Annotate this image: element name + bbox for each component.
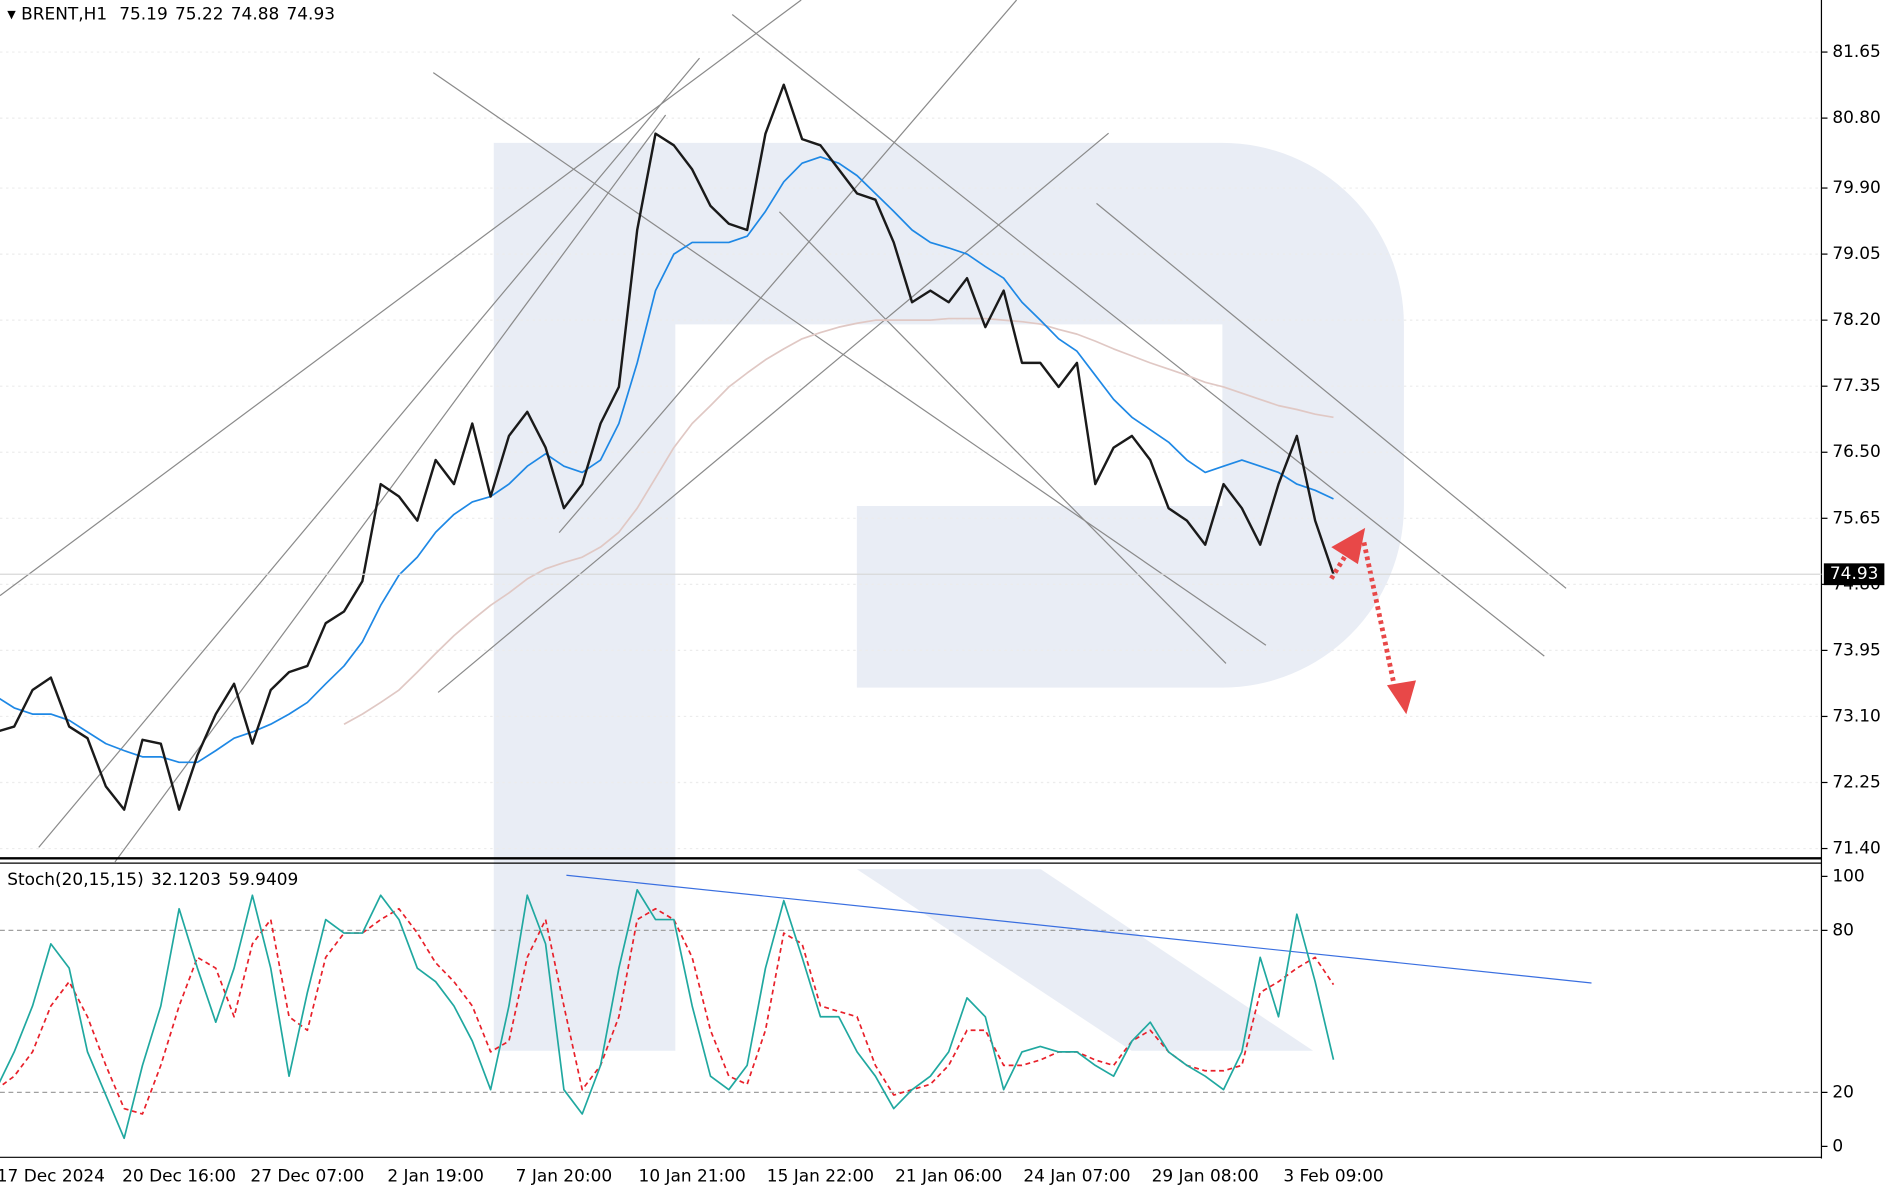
y-tick-label: 80.80: [1832, 107, 1880, 127]
plot: [0, 83, 1335, 1140]
series-line: [343, 317, 1334, 725]
x-tick-label: 7 Jan 20:00: [516, 1166, 612, 1186]
x-tick-label: 17 Dec 2024: [0, 1166, 105, 1186]
ohlc-close: 74.93: [287, 4, 335, 24]
series-line: [0, 156, 1334, 764]
ohlc-open: 75.19: [119, 4, 167, 24]
x-tick-label: 10 Jan 21:00: [639, 1166, 746, 1186]
x-tick-label: 15 Jan 22:00: [767, 1166, 874, 1186]
symbol: BRENT,H1: [21, 4, 107, 24]
last-price-box: [1823, 563, 1885, 586]
y-tick-label: 73.95: [1832, 639, 1880, 659]
series-line: [0, 83, 1335, 811]
y-tick-label: 73.10: [1832, 705, 1880, 725]
ohlc-low: 74.88: [231, 4, 279, 24]
header-arrow: ▾: [7, 4, 21, 24]
axes: [0, 0, 1823, 1159]
x-tick-label: 21 Jan 06:00: [895, 1166, 1002, 1186]
last-price-label: 74.93: [1830, 563, 1878, 583]
y-tick-label: 72.25: [1832, 771, 1880, 791]
series-line: [0, 889, 1335, 1140]
y-tick-label: 76.50: [1832, 441, 1880, 461]
x-tick-label: 27 Dec 07:00: [250, 1166, 364, 1186]
watermark: [493, 142, 1404, 1051]
y-tick-label: 0: [1832, 1135, 1843, 1155]
ohlc-high: 75.22: [175, 4, 223, 24]
trend-lines: [0, 0, 1592, 984]
stoch-main-value: 32.1203: [151, 869, 221, 889]
grid: [0, 51, 1822, 1093]
y-tick-label: 75.65: [1832, 507, 1880, 527]
x-tick-label: 29 Jan 08:00: [1152, 1166, 1259, 1186]
y-tick-label: 100: [1832, 865, 1864, 885]
x-tick-label: 2 Jan 19:00: [387, 1166, 483, 1186]
price-header: ▾ BRENT,H1 75.19 75.22 74.88 74.93: [7, 4, 335, 24]
y-tick-label: 78.20: [1832, 309, 1880, 329]
y-tick-label: 80: [1832, 919, 1854, 939]
y-tick-label: 71.40: [1832, 838, 1880, 858]
y-tick-label: 20: [1832, 1081, 1854, 1101]
y-tick-label: 79.90: [1832, 177, 1880, 197]
y-tick-label: 81.65: [1832, 41, 1880, 61]
y-tick-label: 77.35: [1832, 375, 1880, 395]
stoch-title: Stoch(20,15,15): [7, 869, 143, 889]
series-line: [0, 907, 1335, 1115]
x-tick-label: 3 Feb 09:00: [1283, 1166, 1383, 1186]
stoch-header: Stoch(20,15,15) 32.1203 59.9409: [7, 869, 298, 889]
stoch-signal-value: 59.9409: [228, 869, 298, 889]
forecast-arrows: [1329, 527, 1416, 715]
x-tick-label: 20 Dec 16:00: [122, 1166, 236, 1186]
x-tick-label: 24 Jan 07:00: [1023, 1166, 1130, 1186]
y-tick-label: 79.05: [1832, 243, 1880, 263]
